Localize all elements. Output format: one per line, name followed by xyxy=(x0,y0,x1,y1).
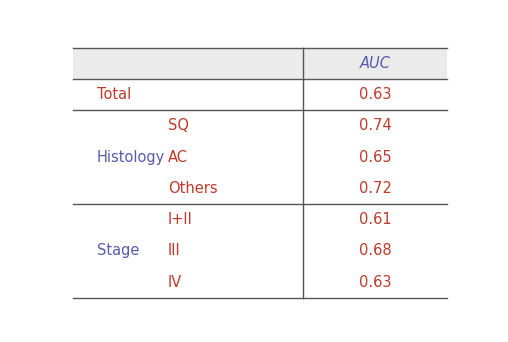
Text: Others: Others xyxy=(168,181,217,196)
Text: Stage: Stage xyxy=(97,244,139,259)
Text: I+II: I+II xyxy=(168,212,193,227)
Text: 0.63: 0.63 xyxy=(359,87,392,102)
Text: 0.63: 0.63 xyxy=(359,275,392,290)
Bar xyxy=(73,48,448,79)
Text: Histology: Histology xyxy=(97,149,165,165)
Text: III: III xyxy=(168,244,180,259)
Text: Total: Total xyxy=(97,87,131,102)
Text: 0.68: 0.68 xyxy=(359,244,392,259)
Text: 0.74: 0.74 xyxy=(359,118,392,133)
Text: SQ: SQ xyxy=(168,118,189,133)
Text: IV: IV xyxy=(168,275,182,290)
Text: AUC: AUC xyxy=(360,56,391,71)
Text: AC: AC xyxy=(168,149,188,165)
Text: 0.65: 0.65 xyxy=(359,149,392,165)
Text: 0.72: 0.72 xyxy=(359,181,392,196)
Text: 0.61: 0.61 xyxy=(359,212,392,227)
